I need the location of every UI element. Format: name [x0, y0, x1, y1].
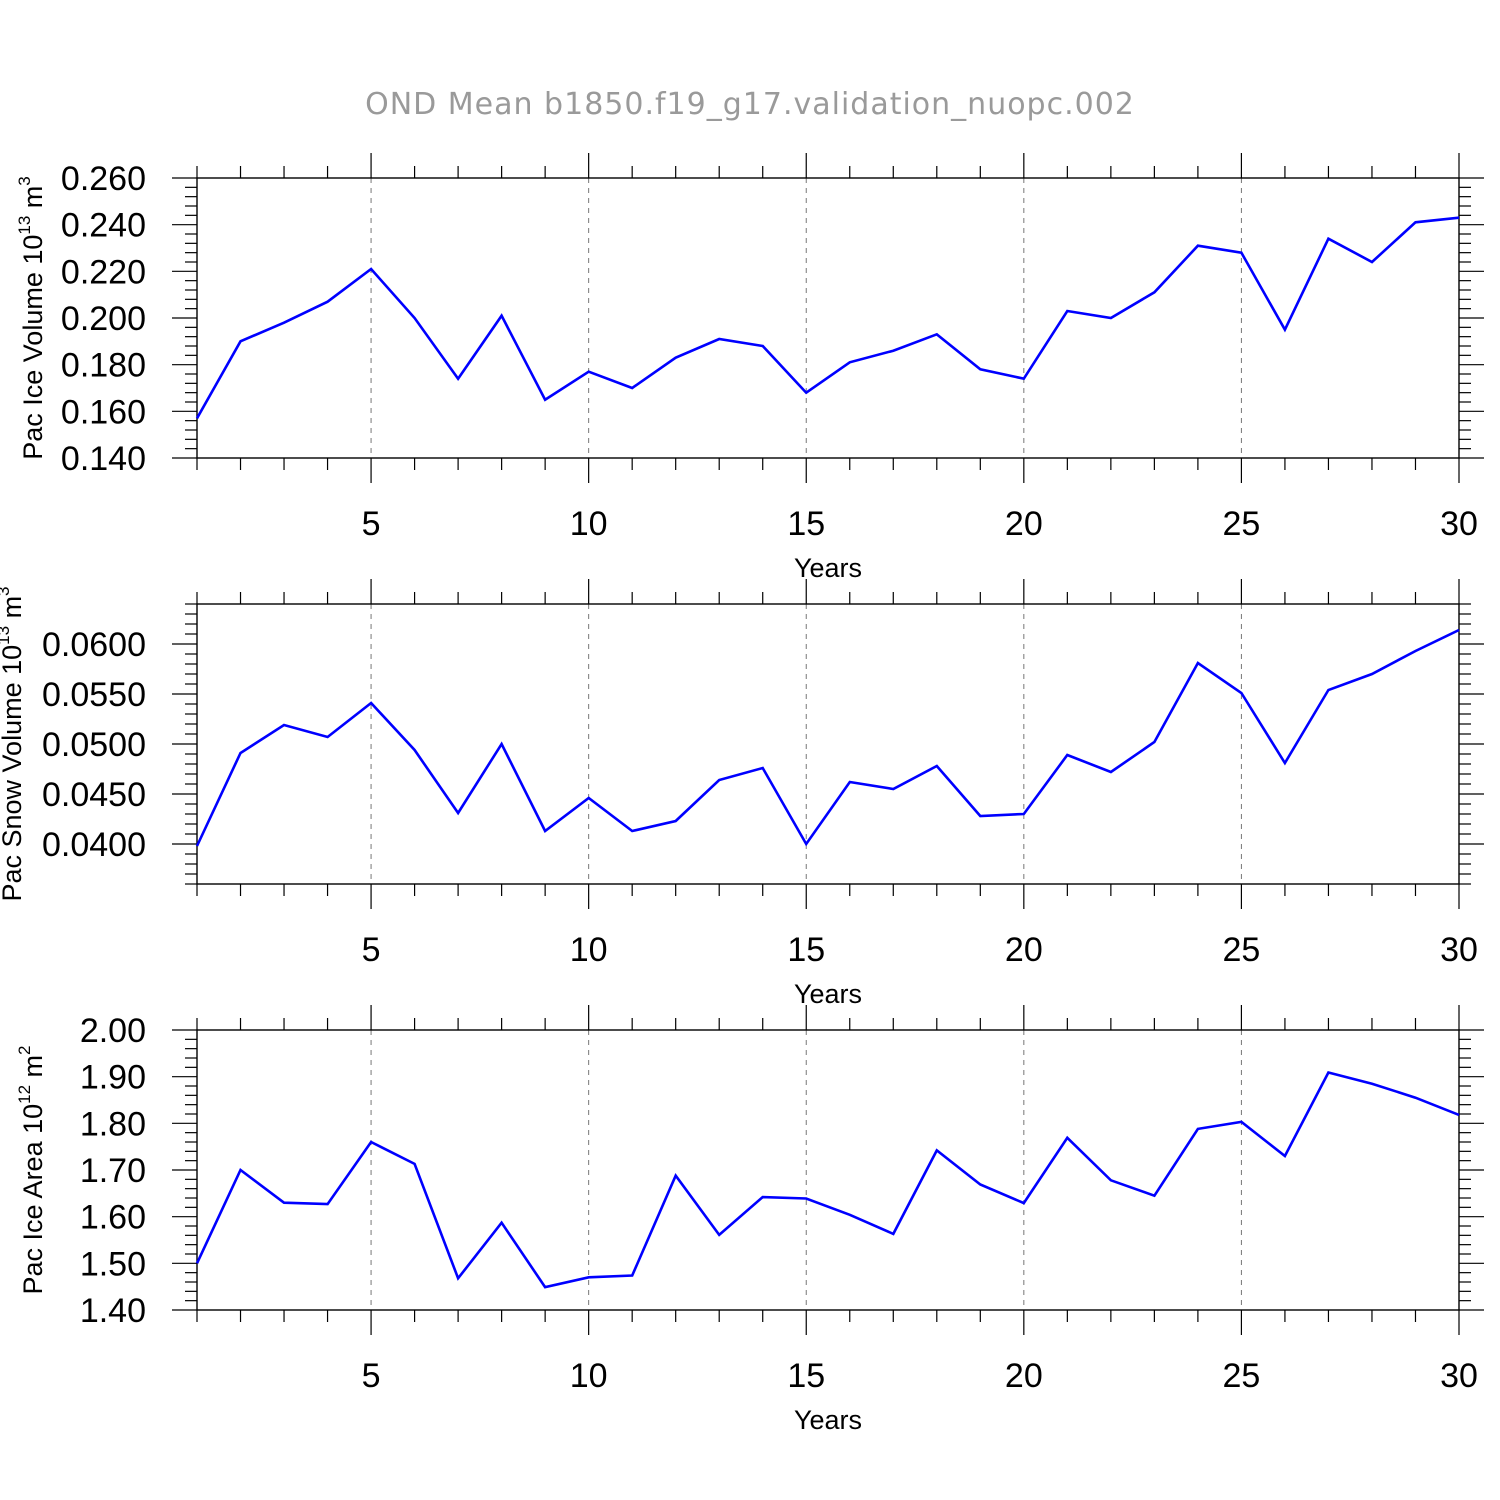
y-axis-title: Pac Ice Area 1012 m2 [15, 1045, 48, 1294]
series-line [195, 1070, 1460, 1289]
x-axis-title: Years [794, 553, 862, 583]
x-tick-label: 25 [1222, 1357, 1260, 1395]
x-tick-label: 20 [1005, 931, 1043, 969]
y-tick-label: 0.160 [61, 393, 146, 431]
plot-frame [196, 603, 1460, 885]
y-tick-label: 0.260 [61, 160, 146, 198]
y-axis-title: Pac Snow Volume 1013 m3 [0, 586, 27, 901]
x-tick-label: 20 [1005, 505, 1043, 543]
y-tick-label: 0.0450 [42, 776, 146, 814]
panels: 0.140 0.160 0.180 0.200 0.220 0.240 0.260 5 10 15… [0, 153, 1484, 1435]
y-tick-label: 0.240 [61, 207, 146, 245]
x-tick-label: 10 [570, 505, 608, 543]
x-axis-title: Years [794, 979, 862, 1009]
panel-2: 0.0400 0.0450 0.0500 0.0550 0.0600 5 10 15 20 25 3… [0, 579, 1484, 1009]
y-axis-title: Pac Ice Volume 1013 m3 [15, 176, 48, 460]
y-tick-label: 0.200 [61, 300, 146, 338]
y-tick-label: 0.220 [61, 253, 146, 291]
x-tick-label: 15 [787, 1357, 825, 1395]
panel-3: 1.40 1.50 1.60 1.70 1.80 1.90 2.00 5 10 15 20 25 30 Y… [15, 1005, 1484, 1435]
x-tick-label: 30 [1440, 1357, 1478, 1395]
series-line [195, 216, 1460, 419]
y-tick-label: 1.80 [80, 1105, 146, 1143]
x-tick-label: 30 [1440, 505, 1478, 543]
x-tick-label: 5 [362, 505, 381, 543]
y-tick-label: 1.90 [80, 1059, 146, 1097]
plot-frame [196, 1029, 1460, 1311]
y-tick-label: 0.0500 [42, 726, 146, 764]
y-tick-label: 1.40 [80, 1292, 146, 1330]
y-tick-label: 0.140 [61, 440, 146, 478]
x-tick-label: 30 [1440, 931, 1478, 969]
y-tick-label: 1.60 [80, 1199, 146, 1237]
y-tick-label: 1.50 [80, 1245, 146, 1283]
x-axis-title: Years [794, 1405, 862, 1435]
x-tick-label: 25 [1222, 931, 1260, 969]
y-tick-label: 0.0600 [42, 626, 146, 664]
panel-1: 0.140 0.160 0.180 0.200 0.220 0.240 0.260 5 10 15… [15, 153, 1484, 583]
y-tick-label: 2.00 [80, 1012, 146, 1050]
x-tick-label: 20 [1005, 1357, 1043, 1395]
x-tick-label: 15 [787, 505, 825, 543]
y-tick-label: 1.70 [80, 1152, 146, 1190]
y-tick-label: 0.0550 [42, 676, 146, 714]
series-line [195, 628, 1460, 847]
plot-frame [196, 177, 1460, 459]
x-tick-label: 5 [362, 1357, 381, 1395]
x-tick-label: 10 [570, 1357, 608, 1395]
y-tick-label: 0.180 [61, 347, 146, 385]
x-tick-label: 15 [787, 931, 825, 969]
y-tick-label: 0.0400 [42, 826, 146, 864]
x-tick-label: 5 [362, 931, 381, 969]
x-tick-label: 10 [570, 931, 608, 969]
x-tick-label: 25 [1222, 505, 1260, 543]
chart-title: OND Mean b1850.f19_g17.validation_nuopc.… [365, 87, 1135, 122]
